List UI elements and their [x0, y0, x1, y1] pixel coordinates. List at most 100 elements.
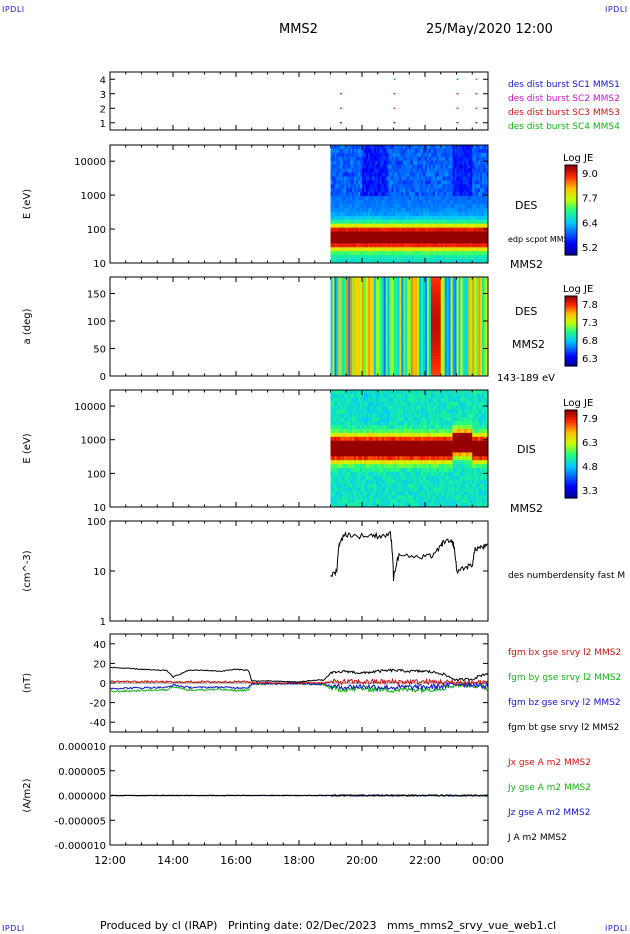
des-pitch-cell	[358, 349, 361, 354]
des-energy-cell	[371, 235, 375, 240]
des-pitch-cell	[391, 372, 394, 377]
des-energy-cell	[423, 243, 426, 248]
des-pitch-cell	[377, 333, 381, 337]
des-pitch-cell	[456, 300, 459, 304]
des-pitch-cell	[407, 346, 410, 350]
des-energy-cell	[383, 188, 387, 193]
des-pitch-cell	[472, 319, 475, 324]
des-pitch-cell	[409, 310, 412, 314]
des-energy-cell	[456, 247, 459, 252]
des-pitch-cell	[466, 306, 469, 311]
des-energy-cell	[448, 168, 451, 173]
des-pitch-cell	[419, 283, 422, 288]
des-energy-cell	[417, 168, 420, 173]
des-pitch-cell	[356, 343, 359, 347]
des-energy-cell	[458, 231, 461, 236]
des-pitch-cell	[330, 372, 333, 377]
des-pitch-cell	[385, 319, 388, 324]
des-energy-cell	[460, 188, 463, 193]
des-pitch-cell	[397, 286, 400, 291]
des-pitch-cell	[365, 283, 369, 288]
des-pitch-cell	[454, 349, 457, 354]
des-pitch-cell	[417, 372, 420, 377]
des-energy-cell	[436, 251, 440, 256]
des-pitch-cell	[405, 280, 408, 284]
des-pitch-cell	[472, 359, 475, 364]
des-energy-cell	[352, 215, 355, 221]
des-pitch-cell	[450, 359, 453, 364]
des-energy-cell	[342, 172, 345, 177]
des-pitch-cell	[405, 372, 408, 377]
des-pitch-cell	[421, 336, 424, 341]
des-energy-cell	[356, 211, 359, 217]
des-energy-cell	[472, 215, 475, 221]
des-energy-cell	[344, 180, 347, 185]
des-energy-cell	[330, 184, 333, 189]
des-energy-cell	[356, 188, 359, 193]
des-pitch-cell	[444, 310, 448, 314]
des-pitch-cell	[379, 306, 383, 311]
des-energy-cell	[423, 211, 426, 217]
des-pitch-cell	[336, 316, 339, 321]
des-pitch-cell	[413, 339, 416, 344]
des-pitch-cell	[362, 306, 365, 311]
des-pitch-cell	[472, 349, 475, 354]
des-pitch-cell	[464, 343, 467, 347]
des-energy-cell	[377, 211, 381, 217]
des-pitch-cell	[365, 293, 369, 298]
des-energy-cell	[336, 145, 339, 150]
des-pitch-cell	[460, 293, 463, 298]
des-pitch-cell	[401, 339, 404, 344]
des-pitch-cell	[369, 359, 373, 364]
des-pitch-cell	[332, 280, 335, 284]
des-energy-cell	[344, 172, 347, 177]
des-energy-cell	[348, 164, 351, 169]
des-energy-cell	[332, 235, 335, 240]
des-energy-cell	[407, 172, 410, 177]
des-pitch-cell	[456, 359, 459, 364]
des-energy-cell	[415, 204, 418, 209]
des-energy-cell	[348, 192, 351, 197]
des-pitch-cell	[377, 343, 381, 347]
des-pitch-cell	[371, 349, 375, 354]
des-energy-cell	[468, 219, 471, 225]
des-energy-cell	[411, 204, 414, 209]
des-pitch-cell	[336, 329, 339, 334]
des-energy-cell	[486, 184, 489, 189]
des-pitch-cell	[448, 346, 451, 350]
des-pitch-cell	[377, 286, 381, 291]
des-energy-cell	[360, 148, 363, 154]
des-pitch-cell	[476, 372, 479, 377]
des-pitch-cell	[470, 286, 473, 291]
des-energy-cell	[371, 207, 375, 213]
des-energy-cell	[411, 164, 414, 169]
des-pitch-cell	[340, 323, 343, 327]
des-energy-cell	[425, 184, 428, 189]
des-pitch-cell	[464, 277, 467, 281]
des-pitch-cell	[456, 293, 459, 298]
burst-legend-entry: des dist burst SC1 MMS1	[508, 80, 620, 90]
des-pitch-cell	[423, 283, 426, 288]
des-energy-cell	[434, 168, 438, 173]
des-pitch-cell	[365, 366, 369, 370]
des-energy-cell	[354, 223, 357, 228]
des-energy-cell	[434, 219, 438, 225]
des-pitch-cell	[413, 300, 416, 304]
des-pitch-cell	[381, 349, 385, 354]
des-energy-cell	[426, 219, 430, 225]
des-pitch-cell	[440, 323, 444, 327]
des-pitch-cell	[346, 316, 349, 321]
des-energy-cell	[419, 235, 422, 240]
des-pitch-cell	[482, 277, 485, 281]
des-pitch-cell	[415, 286, 418, 291]
des-pitch-cell	[411, 313, 414, 317]
des-pitch-cell	[421, 362, 424, 367]
des-energy-cell	[480, 200, 483, 205]
des-pitch-cell	[436, 313, 440, 317]
des-energy-cell	[432, 168, 436, 173]
des-pitch-cell	[383, 362, 387, 367]
des-pitch-cell	[360, 366, 363, 370]
des-pitch-cell	[452, 290, 455, 294]
des-energy-cell	[369, 172, 373, 177]
des-energy-cell	[430, 184, 434, 189]
